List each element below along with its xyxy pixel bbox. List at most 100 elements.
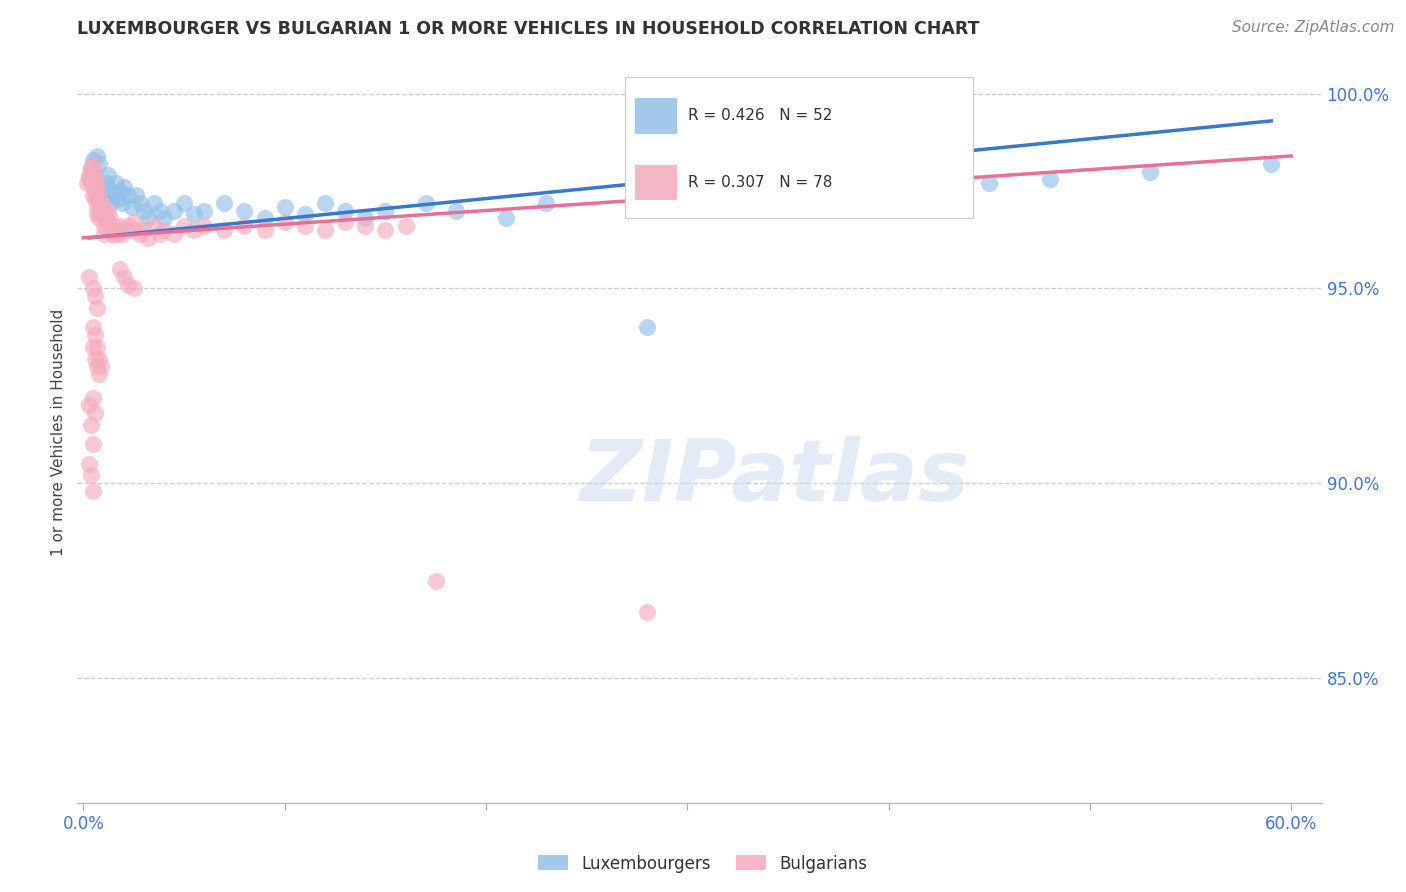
Point [233,203,256,218]
Point [103,188,125,202]
Point [86,200,108,214]
Point [82,180,104,194]
Point [89,188,111,202]
Point [80,161,103,175]
Point [84,289,107,303]
Point [90,195,112,210]
Point [82,153,104,167]
Point [84,176,107,190]
Point [333,203,356,218]
Point [84,184,107,198]
Point [149,227,172,241]
Point [153,211,176,226]
Point [96,203,118,218]
Point [536,195,558,210]
Point [82,157,104,171]
Point [1139,164,1161,178]
Point [183,223,205,237]
Point [93,227,115,241]
Point [84,169,107,183]
Point [107,227,129,241]
Point [86,180,108,194]
Point [173,219,195,233]
Point [979,176,1001,190]
Point [193,219,215,233]
Point [274,215,297,229]
Point [193,203,215,218]
Point [104,176,127,190]
Point [112,269,135,284]
Point [354,211,377,226]
Text: LUXEMBOURGER VS BULGARIAN 1 OR MORE VEHICLES IN HOUSEHOLD CORRELATION CHART: LUXEMBOURGER VS BULGARIAN 1 OR MORE VEHI… [77,20,980,37]
Point [128,227,150,241]
Point [89,367,111,381]
Point [153,223,176,237]
Point [149,203,172,218]
Point [96,169,118,183]
Point [86,340,108,354]
Point [82,340,104,354]
Point [112,180,135,194]
Point [117,277,139,292]
Point [86,207,108,221]
Point [117,219,139,233]
Point [253,211,276,226]
Point [163,227,186,241]
Point [142,219,165,233]
Point [314,223,336,237]
Legend: Luxembourgers, Bulgarians: Luxembourgers, Bulgarians [531,848,875,880]
Point [717,195,740,210]
Y-axis label: 1 or more Vehicles in Household: 1 or more Vehicles in Household [51,309,66,557]
Point [128,195,150,210]
Point [425,574,447,588]
Point [112,223,135,237]
Point [86,192,108,206]
Point [274,200,297,214]
Point [163,203,186,218]
Point [80,172,103,186]
Point [125,223,148,237]
Point [93,211,115,226]
Point [444,203,467,218]
Point [90,359,112,374]
Point [84,172,107,186]
Point [82,164,104,178]
Point [125,188,148,202]
Point [100,227,122,241]
Point [415,195,437,210]
Point [98,195,121,210]
Point [374,223,396,237]
Text: ZIPatlas: ZIPatlas [579,435,969,518]
Point [756,184,779,198]
Point [82,188,104,202]
Point [79,269,101,284]
Point [136,231,159,245]
Point [121,200,143,214]
Point [495,211,517,226]
Point [108,219,131,233]
Point [84,351,107,366]
Point [636,605,658,619]
Point [374,203,396,218]
Point [89,211,111,226]
Point [76,176,98,190]
Point [142,195,165,210]
Point [214,223,236,237]
Point [214,195,236,210]
Point [103,227,125,241]
Point [86,149,108,163]
Point [84,328,107,343]
Point [79,398,101,412]
Point [136,211,159,226]
Point [173,195,195,210]
Point [294,219,316,233]
Point [84,406,107,420]
Point [108,184,131,198]
Point [80,468,103,483]
Point [98,219,121,233]
Point [111,195,134,210]
Point [86,301,108,315]
Point [233,219,256,233]
Point [183,207,205,221]
Point [121,223,143,237]
